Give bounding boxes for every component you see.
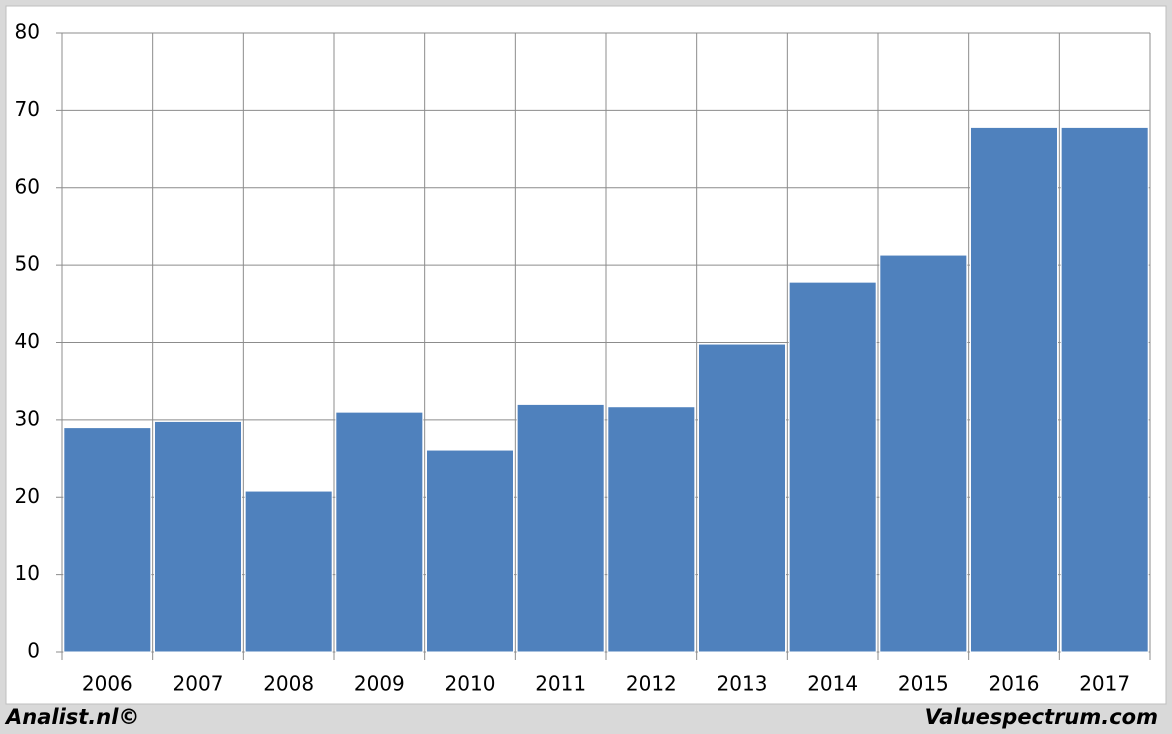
bar [969, 126, 1059, 653]
footer-right: Valuespectrum.com [925, 705, 1158, 729]
x-tick-label: 2011 [535, 672, 586, 696]
bar [516, 403, 605, 653]
y-tick-label: 80 [15, 20, 40, 44]
x-tick-label: 2010 [445, 672, 496, 696]
x-tick-label: 2007 [173, 672, 224, 696]
bar [879, 254, 968, 653]
y-tick-label: 60 [15, 174, 40, 198]
bar [63, 427, 152, 653]
bar [335, 411, 424, 653]
bar [1060, 126, 1149, 653]
y-tick-label: 50 [15, 252, 40, 276]
bar [697, 343, 787, 653]
x-tick-label: 2017 [1079, 672, 1130, 696]
x-tick-label: 2012 [626, 672, 677, 696]
x-tick-label: 2006 [82, 672, 133, 696]
bar [244, 490, 333, 653]
y-tick-label: 10 [15, 561, 40, 585]
x-tick-label: 2016 [989, 672, 1040, 696]
footer-left: Analist.nl© [4, 705, 139, 729]
x-tick-label: 2015 [898, 672, 949, 696]
y-tick-label: 30 [15, 406, 40, 430]
x-tick-label: 2008 [263, 672, 314, 696]
bar [788, 281, 877, 653]
y-tick-label: 70 [15, 97, 40, 121]
y-tick-label: 20 [15, 484, 40, 508]
y-tick-label: 40 [15, 329, 40, 353]
y-tick-label: 0 [27, 639, 40, 663]
x-tick-label: 2009 [354, 672, 405, 696]
x-tick-label: 2014 [807, 672, 858, 696]
x-tick-label: 2013 [717, 672, 768, 696]
bar [607, 406, 696, 653]
bar [425, 449, 515, 653]
bar [153, 420, 243, 653]
